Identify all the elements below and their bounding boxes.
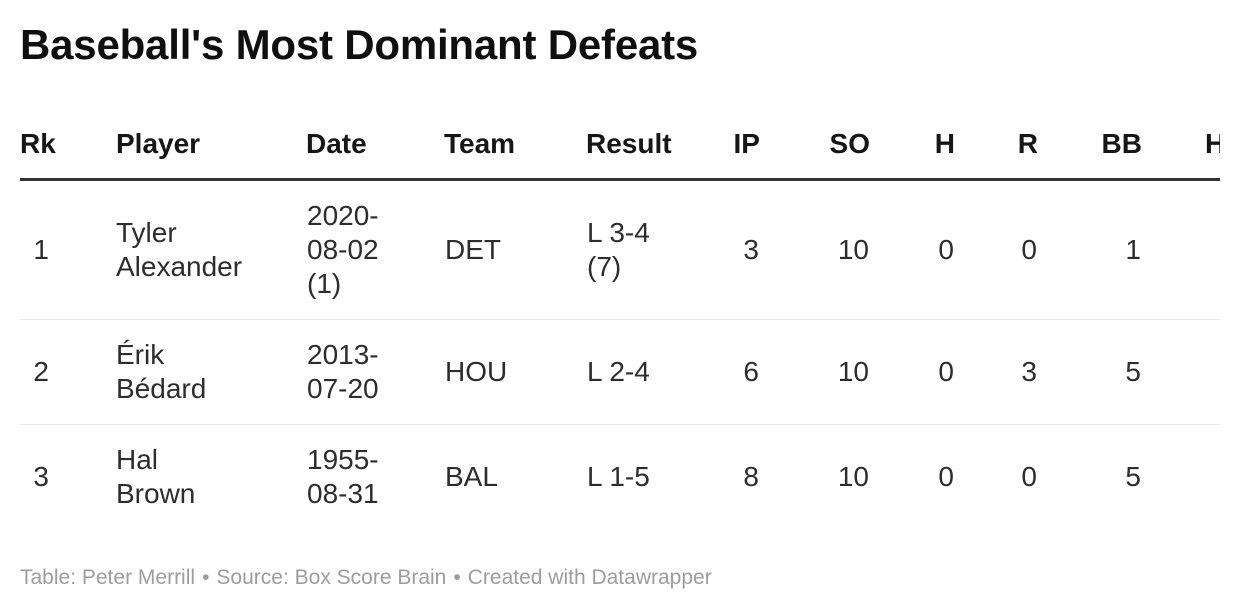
cell-team: HOU: [444, 319, 586, 425]
cell-date: 1955-08-31: [306, 424, 444, 529]
source-credit: Source: Box Score Brain: [216, 566, 447, 589]
cell-player: Érik Bédard: [50, 319, 306, 425]
table-row: 1 Tyler Alexander 2020-08-02 (1) DET L 3…: [20, 180, 1220, 320]
column-header-player: Player: [50, 110, 306, 181]
bullet-separator: •: [453, 566, 461, 589]
table-row: 2 Érik Bédard 2013-07-20 HOU L 2-4 6 10 …: [20, 319, 1220, 425]
cell-team: BAL: [444, 424, 586, 529]
cell-date: 2013-07-20: [306, 319, 444, 425]
column-header-rk: Rk: [20, 110, 56, 181]
column-header-bb: BB: [1038, 110, 1142, 181]
cell-h: 0: [870, 424, 955, 529]
cell-r: 3: [955, 319, 1038, 425]
cell-hr: [1142, 180, 1220, 320]
cell-hr: [1142, 319, 1220, 425]
cell-ip: 3: [743, 234, 759, 265]
column-header-team: Team: [444, 110, 586, 181]
cell-bb: 1: [1125, 234, 1141, 265]
footer-credits: Table: Peter Merrill • Source: Box Score B…: [20, 565, 1220, 590]
column-header-date: Date: [306, 110, 444, 181]
cell-r: 0: [1021, 234, 1037, 265]
cell-result: L 3-4 (7): [587, 217, 650, 282]
cell-so: 10: [760, 319, 870, 425]
cell-result: L 1-5: [586, 424, 726, 529]
column-header-result: Result: [586, 110, 726, 181]
table-header: Rk Player Date Team Result IP SO H R BB …: [20, 110, 1220, 181]
bullet-separator: •: [202, 566, 210, 589]
cell-bb: 5: [1038, 424, 1142, 529]
cell-player: Tyler Alexander: [116, 217, 243, 282]
chart-container: Baseball's Most Dominant Defeats Rk Play…: [20, 21, 1220, 590]
page-title: Baseball's Most Dominant Defeats: [20, 21, 699, 68]
column-header-r: R: [955, 110, 1038, 181]
table-scroll-area: Rk Player Date Team Result IP SO H R BB …: [20, 110, 1220, 529]
column-header-so: SO: [760, 110, 870, 181]
cell-result: L 2-4: [586, 319, 726, 425]
column-header-hr-clipped: H: [1142, 110, 1220, 181]
cell-h: 0: [870, 319, 955, 425]
cell-rank: 3: [20, 424, 50, 529]
datawrapper-credit: Created with Datawrapper: [467, 566, 712, 589]
cell-player: Hal Brown: [50, 424, 306, 529]
cell-so: 10: [837, 234, 869, 265]
cell-rank: 1: [33, 234, 49, 265]
table-body: 1 Tyler Alexander 2020-08-02 (1) DET L 3…: [20, 180, 1220, 529]
cell-team: DET: [445, 234, 501, 265]
cell-rank: 2: [20, 319, 50, 425]
cell-so: 10: [760, 424, 870, 529]
stats-table: Rk Player Date Team Result IP SO H R BB …: [20, 110, 1220, 529]
cell-h: 0: [938, 234, 954, 265]
cell-date: 2020-08-02 (1): [307, 200, 379, 299]
column-header-h: H: [870, 110, 955, 181]
cell-r: 0: [955, 424, 1038, 529]
header-row: Rk Player Date Team Result IP SO H R BB …: [20, 110, 1220, 181]
cell-ip: 8: [726, 424, 760, 529]
cell-ip: 6: [726, 319, 760, 425]
cell-bb: 5: [1038, 319, 1142, 425]
table-credit: Table: Peter Merrill: [20, 566, 196, 589]
table-row: 3 Hal Brown 1955-08-31 BAL L 1-5 8 10 0 …: [20, 424, 1220, 529]
cell-hr: [1142, 424, 1220, 529]
column-header-ip: IP: [726, 110, 760, 181]
